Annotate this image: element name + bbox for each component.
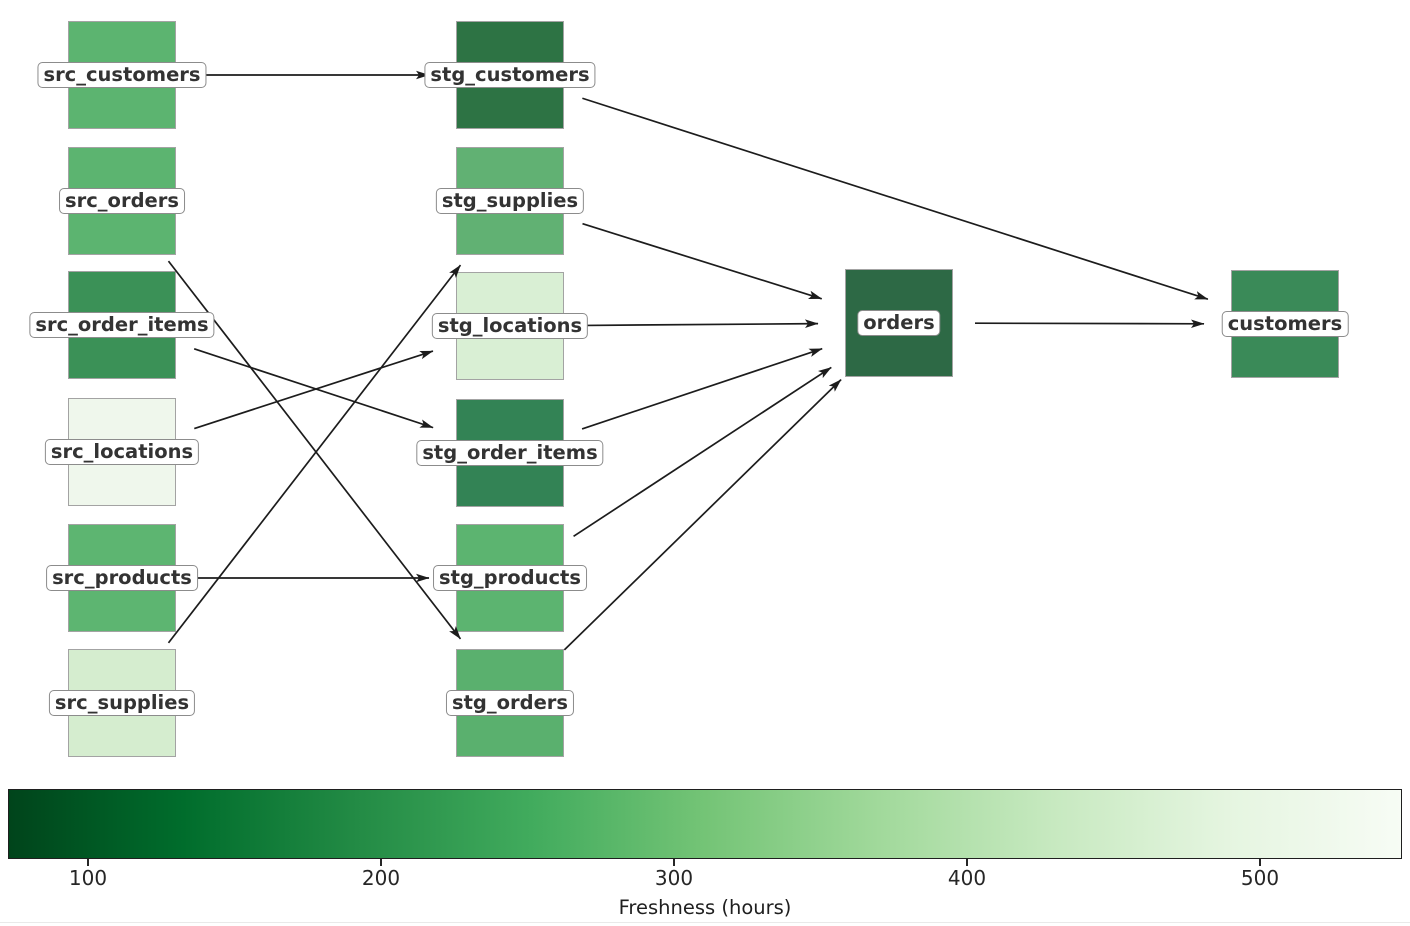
edge-src_locations-to-stg_locations bbox=[194, 350, 434, 430]
colorbar bbox=[8, 789, 1402, 859]
node-label-src_orders: src_orders bbox=[59, 188, 185, 214]
node-label-stg_order_items: stg_order_items bbox=[416, 440, 604, 466]
colorbar-tick-label-300: 300 bbox=[654, 866, 694, 890]
edge-stg_products-to-orders bbox=[573, 366, 832, 538]
node-label-orders: orders bbox=[857, 310, 941, 336]
colorbar-tick-500 bbox=[1259, 859, 1261, 866]
colorbar-tick-200 bbox=[380, 859, 382, 866]
node-label-stg_supplies: stg_supplies bbox=[435, 188, 585, 214]
colorbar-tick-400 bbox=[966, 859, 968, 866]
colorbar-tick-label-500: 500 bbox=[1240, 866, 1280, 890]
colorbar-tick-label-400: 400 bbox=[947, 866, 987, 890]
node-label-src_products: src_products bbox=[46, 565, 198, 591]
edge-src_order_items-to-stg_order_items bbox=[193, 348, 434, 429]
node-label-stg_orders: stg_orders bbox=[445, 690, 575, 716]
edge-stg_order_items-to-orders bbox=[581, 347, 823, 430]
edge-stg_supplies-to-orders bbox=[582, 222, 823, 300]
colorbar-tick-label-200: 200 bbox=[361, 866, 401, 890]
node-label-stg_products: stg_products bbox=[433, 565, 587, 591]
edge-stg_orders-to-orders bbox=[563, 378, 842, 651]
node-label-src_locations: src_locations bbox=[44, 439, 200, 465]
edge-orders-to-customers bbox=[974, 319, 1205, 329]
node-label-src_order_items: src_order_items bbox=[29, 312, 215, 338]
colorbar-tick-300 bbox=[673, 859, 675, 866]
colorbar-tick-100 bbox=[87, 859, 89, 866]
colorbar-tick-label-100: 100 bbox=[68, 866, 108, 890]
colorbar-axis-label: Freshness (hours) bbox=[618, 896, 792, 919]
node-label-customers: customers bbox=[1221, 311, 1349, 337]
node-label-src_supplies: src_supplies bbox=[48, 690, 196, 716]
figure-bottom-rule bbox=[0, 922, 1410, 923]
node-label-stg_locations: stg_locations bbox=[431, 313, 589, 339]
edge-stg_locations-to-orders bbox=[585, 319, 819, 329]
node-label-stg_customers: stg_customers bbox=[424, 62, 596, 88]
node-label-src_customers: src_customers bbox=[37, 62, 207, 88]
